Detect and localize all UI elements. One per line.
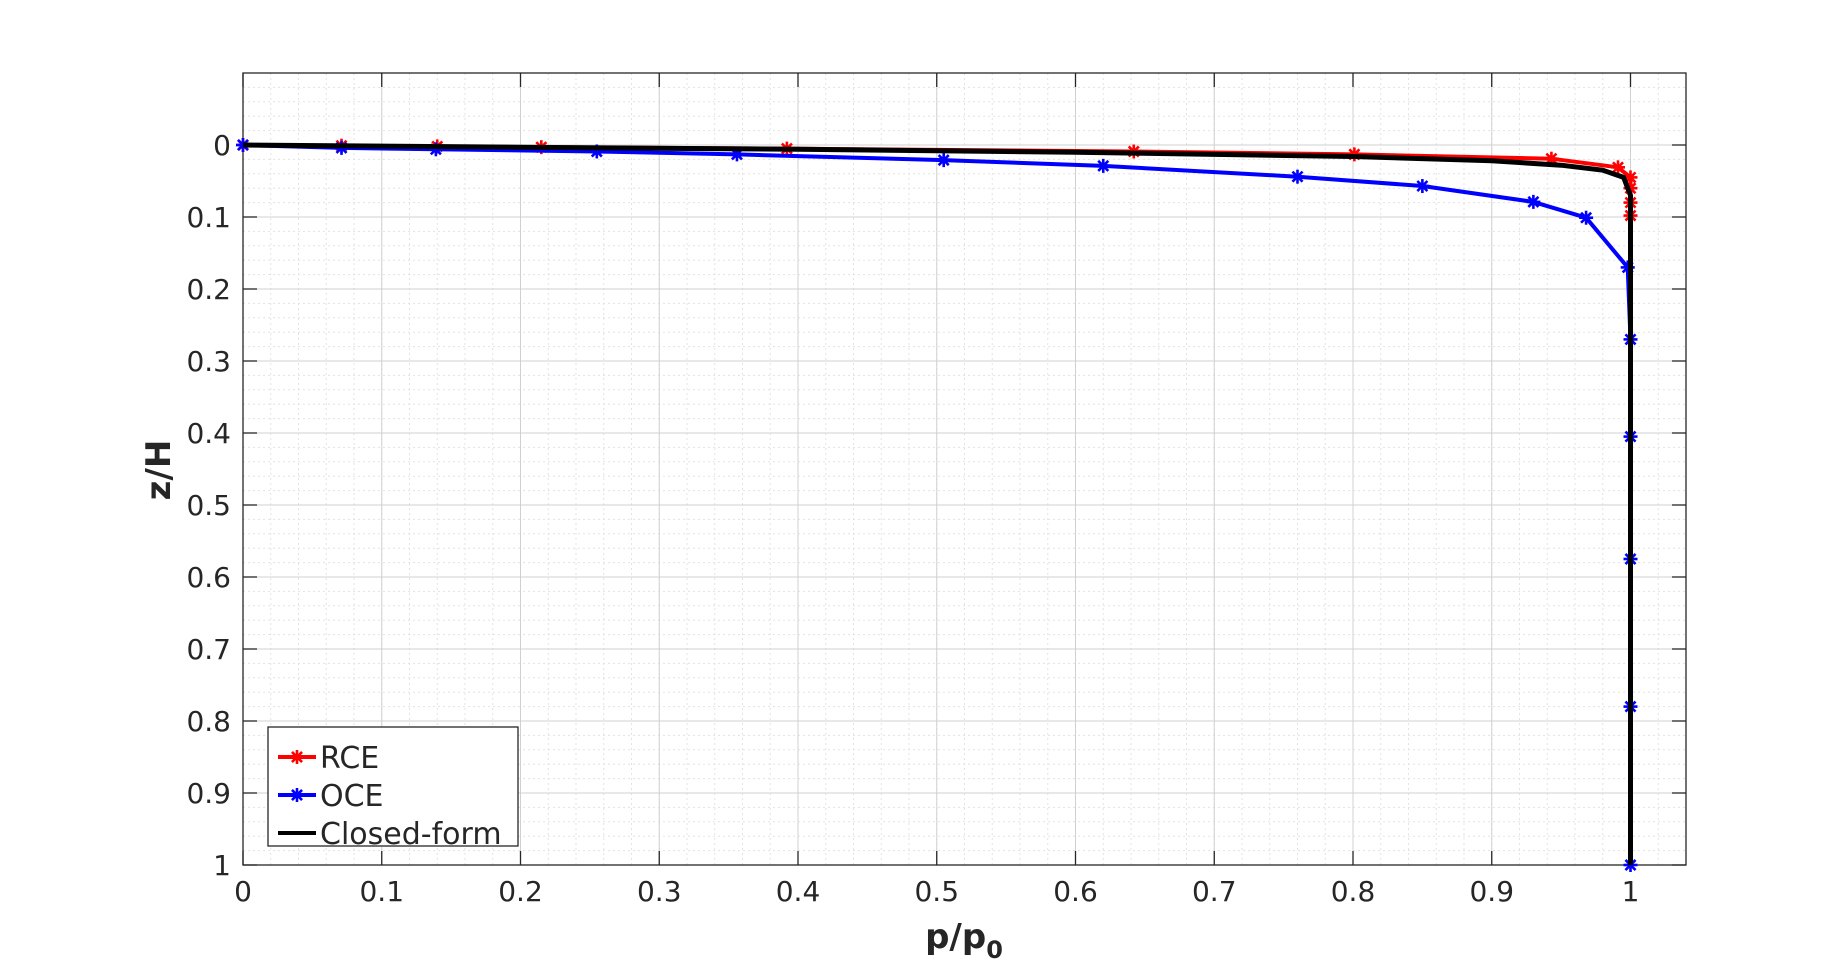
y-tick-label: 0.1 [186,201,231,234]
data-point-oce [1526,194,1541,209]
x-tick-label: 0.6 [1053,875,1098,908]
data-point-oce [936,153,951,168]
y-tick-label: 0.6 [186,561,231,594]
y-tick-label: 0.9 [186,777,231,810]
legend-marker-oce-stroke [291,789,303,801]
y-tick-label: 1 [213,849,231,882]
legend-marker-rce [290,750,304,764]
axis-ticks [242,73,1686,866]
plot-area-frame [242,72,1687,866]
data-point-oce-stroke [1416,180,1429,192]
x-tick-label: 0.5 [914,875,959,908]
y-tick-label: 0.3 [186,345,231,378]
x-tick-label: 0.7 [1192,875,1237,908]
x-tick-label: 0.1 [359,875,404,908]
data-point-oce [1579,210,1594,225]
data-point-rce [1611,160,1626,175]
x-tick-label: 0.8 [1331,875,1376,908]
y-tick-label: 0.4 [186,417,231,450]
x-axis-title: p/p0 [925,917,1003,961]
x-tick-label: 0 [234,875,252,908]
x-axis-title-main: p/p [925,917,986,957]
y-axis-title: z/H [139,440,179,501]
x-tick-label: 0.9 [1469,875,1514,908]
x-axis-title-subscript: 0 [986,936,1003,961]
data-point-oce-stroke [1097,159,1110,172]
legend-marker-oce [290,788,304,802]
data-point-oce-stroke [937,154,950,167]
series-layer [236,138,1638,872]
legend-label-rce: RCE [320,741,379,776]
series-line-closed-form [242,142,1633,865]
x-tick-label: 0.2 [498,875,543,908]
data-point-oce [1415,179,1430,194]
y-tick-label: 0 [213,129,231,162]
legend-box [267,726,519,847]
legend-label-oce: OCE [320,779,384,814]
x-tick-label: 0.4 [776,875,821,908]
y-tick-label: 0.7 [186,633,231,666]
y-tick-label: 0.2 [186,273,231,306]
legend-label-closed-form: Closed-form [320,817,502,852]
data-point-oce-stroke [1291,170,1304,183]
x-tick-label: 0.3 [637,875,682,908]
x-tick-label: 1 [1622,875,1640,908]
data-point-oce-stroke [1527,195,1540,208]
data-point-oce [1290,169,1305,184]
y-tick-label: 0.8 [186,705,231,738]
x-tick-labels: 0 0.1 0.2 0.3 0.4 0.5 0.6 0.7 0.8 0.9 1 [234,875,1639,908]
data-point-oce [1096,158,1111,173]
y-tick-labels: 0 0.1 0.2 0.3 0.4 0.5 0.6 0.7 0.8 0.9 1 [186,129,231,882]
y-tick-label: 0.5 [186,489,231,522]
data-point-oce-stroke [1580,211,1593,224]
data-point-rce-stroke [1612,161,1624,174]
legend-marker-rce-stroke [291,751,303,763]
